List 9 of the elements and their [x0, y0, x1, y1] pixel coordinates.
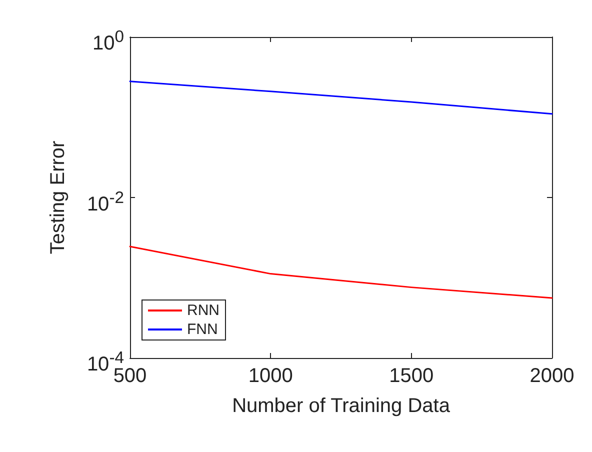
x-tick-label: 1500 [389, 365, 434, 387]
x-tick-label: 2000 [530, 365, 574, 387]
x-axis-title: Number of Training Data [232, 395, 451, 417]
y-tick-label: 10$^{0}$ [92, 26, 124, 56]
x-tick-label: 1000 [248, 365, 293, 387]
legend-label: FNN [187, 321, 218, 338]
legend-label: RNN [187, 302, 220, 319]
y-axis-title: Testing Error [47, 140, 69, 254]
y-tick-label: 10$^{-2}$ [86, 186, 124, 216]
